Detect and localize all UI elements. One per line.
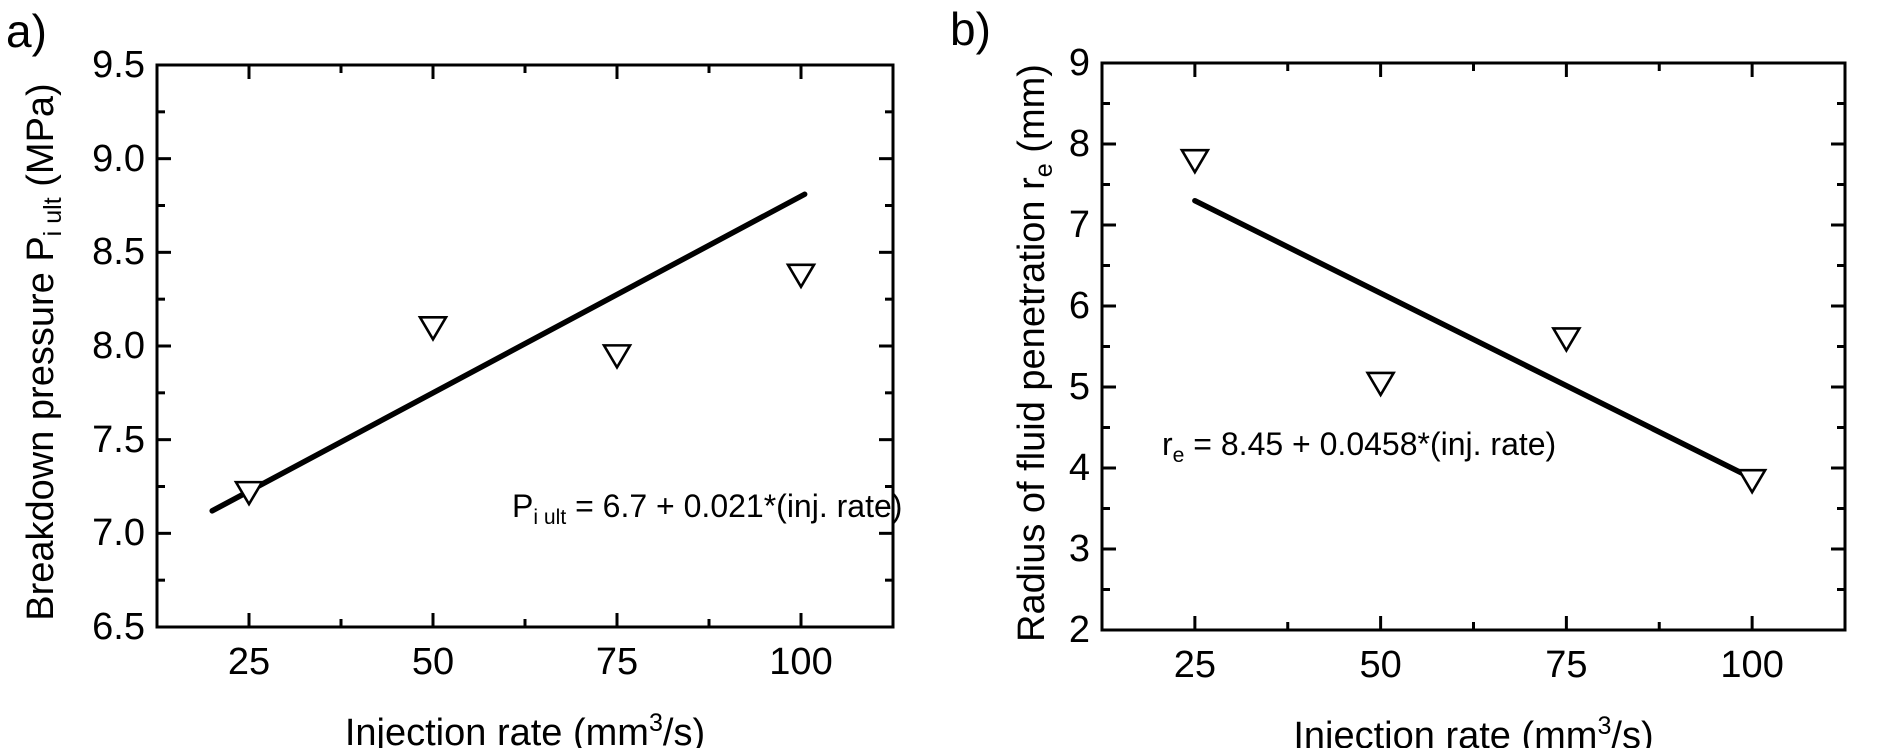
label-sub-part: e (1030, 162, 1059, 177)
data-marker-a (233, 480, 265, 507)
label-text-part: (mm) (1010, 63, 1053, 163)
x-tick-label-b: 100 (1720, 644, 1784, 686)
y-tick-label-b: 6 (1068, 285, 1090, 327)
label-text-part: /s) (662, 711, 706, 748)
data-marker-a (417, 315, 449, 342)
y-tick-label-a: 8.0 (92, 325, 145, 367)
data-marker-b (1365, 371, 1396, 398)
data-marker-b (1179, 148, 1211, 175)
data-marker-b (1736, 468, 1768, 495)
label-text-part: = 6.7 + 0.021*(inj. rate) (566, 488, 903, 524)
label-sup-part: 3 (648, 709, 663, 737)
x-tick-label-b: 75 (1545, 644, 1588, 686)
fit-line-b (1192, 197, 1758, 483)
y-tick-label-b: 9 (1068, 42, 1090, 84)
label-text-part: r (1162, 426, 1173, 462)
x-tick-label-a: 100 (769, 641, 833, 683)
label-sub-part: i ult (533, 505, 567, 529)
equation-label-a: Pi ult = 6.7 + 0.021*(inj. rate) (512, 486, 902, 538)
panel-label-a: a) (6, 5, 47, 57)
label-text-part: (MPa) (19, 83, 62, 198)
y-tick-label-b: 7 (1068, 204, 1090, 246)
y-tick-label-b: 5 (1068, 366, 1090, 408)
y-tick-label-b: 2 (1068, 609, 1090, 651)
data-marker-a (785, 263, 817, 290)
y-axis-title-b: Radius of fluid penetration re (mm) (1008, 23, 1068, 683)
y-tick-label-b: 4 (1068, 447, 1090, 489)
x-tick-label-a: 75 (595, 641, 639, 683)
equation-label-b: re = 8.45 + 0.0458*(inj. rate) (1162, 424, 1556, 476)
label-text-part: Injection rate (mm (344, 711, 649, 748)
x-tick-label-b: 50 (1359, 644, 1402, 686)
panel-label-b: b) (950, 3, 991, 55)
label-text-part: P (512, 488, 534, 524)
x-tick-label-a: 25 (227, 641, 271, 683)
data-marker-a (601, 344, 633, 370)
label-text-part: /s) (1611, 714, 1654, 748)
label-text-part: Radius of fluid penetration r (1010, 176, 1053, 642)
label-sub-part: e (1172, 443, 1185, 467)
y-tick-label-b: 8 (1068, 123, 1090, 165)
label-sub-part: i ult (39, 197, 68, 237)
label-sup-part: 3 (1597, 712, 1612, 740)
data-marker-b (1551, 327, 1582, 353)
y-tick-label-a: 6.5 (92, 606, 145, 648)
label-text-part: Injection rate (mm (1293, 714, 1598, 748)
x-tick-label-b: 25 (1173, 644, 1217, 686)
y-tick-label-a: 9.5 (92, 44, 145, 86)
y-axis-title-a: Breakdown pressure Pi ult (MPa) (17, 22, 77, 682)
label-text-part: Breakdown pressure P (19, 236, 62, 621)
y-tick-label-a: 7.0 (92, 512, 145, 555)
x-axis-title-a: Injection rate (mm3/s) (225, 699, 825, 748)
x-axis-title-b: Injection rate (mm3/s) (1174, 702, 1774, 748)
y-tick-label-a: 9.0 (92, 137, 145, 180)
y-tick-label-a: 7.5 (92, 418, 145, 461)
x-tick-label-a: 50 (411, 641, 455, 683)
y-tick-label-a: 8.5 (92, 231, 145, 274)
y-tick-label-b: 3 (1068, 528, 1090, 570)
label-text-part: = 8.45 + 0.0458*(inj. rate) (1184, 426, 1557, 462)
fit-line-a (209, 191, 808, 514)
